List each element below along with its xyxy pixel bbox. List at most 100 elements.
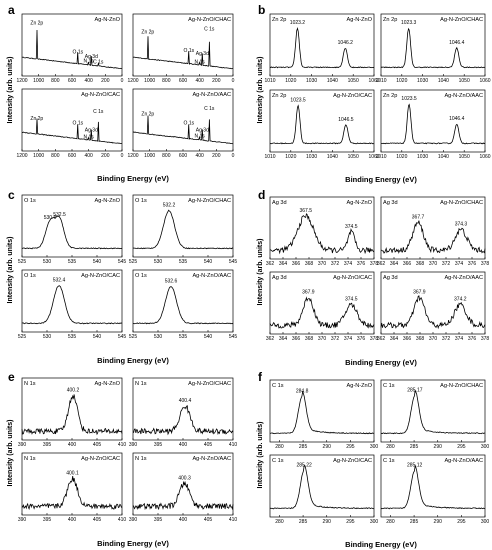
- subplot-ag-n-zno-chac: 390 395 400 405 410 N 1s Ag-N-ZnO/CHAC 400.4: [129, 377, 238, 448]
- sample-label: Ag-N-ZnO/CAC: [81, 456, 120, 462]
- subplot-ag-n-zno-cac: 1200 1000 800 600 400 200 0 Ag-N-ZnO/CAC Zn 2p O …: [16, 88, 124, 159]
- x-tick-label: 410: [118, 517, 127, 523]
- subplot-ag-n-zno: 390 395 400 405 410 N 1s Ag-N-ZnO 400.2: [18, 377, 127, 448]
- x-tick-label: 364: [390, 336, 399, 342]
- sample-label: Ag-N-ZnO/CHAC: [440, 383, 483, 389]
- x-tick-label: 535: [179, 259, 188, 265]
- x-axis-label: Binding Energy (eV): [345, 540, 417, 549]
- x-tick-label: 376: [357, 336, 366, 342]
- x-tick-label: 378: [370, 261, 379, 267]
- x-axis-label: Binding Energy (eV): [345, 358, 417, 367]
- element-label: O 1s: [24, 273, 36, 279]
- x-tick-label: 1020: [285, 154, 296, 160]
- x-tick-label: 295: [457, 519, 466, 525]
- x-tick-label: 400: [84, 153, 93, 159]
- element-label: Zn 2p: [272, 17, 286, 23]
- y-axis-label: Intensity (arb. units): [257, 57, 264, 124]
- panel-b: b Intensity (arb. units) Binding Energy (e…: [257, 3, 491, 184]
- spectrum-line: [21, 394, 123, 436]
- peak-value-label: 374.5: [345, 224, 358, 230]
- x-tick-label: 285: [299, 519, 308, 525]
- element-label: Ag 3d: [383, 200, 398, 206]
- x-tick-label: 800: [162, 153, 171, 159]
- spectrum-line: [269, 104, 375, 145]
- x-tick-label: 285: [299, 444, 308, 450]
- element-label: C 1s: [272, 383, 284, 389]
- spectrum-line: [380, 27, 486, 69]
- x-tick-label: 368: [416, 261, 425, 267]
- spectrum-line: [21, 285, 123, 325]
- x-tick-label: 395: [154, 517, 163, 523]
- x-tick-label: 280: [386, 444, 395, 450]
- sample-label: Ag-N-ZnO/CHAC: [188, 381, 231, 387]
- panel-e: e Intensity (arb. units) Binding Energy (e…: [7, 370, 237, 548]
- spectrum-line: [132, 286, 234, 325]
- sample-label: Ag-N-ZnO/AAC: [444, 458, 483, 464]
- sample-label: Ag-N-ZnO: [95, 198, 121, 204]
- x-tick-label: 1000: [144, 153, 155, 159]
- x-tick-label: 800: [51, 78, 60, 84]
- peak-value-label: 530.6: [44, 215, 57, 221]
- subplot-frame: [380, 379, 486, 443]
- sample-label: Ag-N-ZnO: [95, 381, 121, 387]
- x-tick-label: 368: [305, 261, 314, 267]
- y-axis-label: Intensity (arb. units): [257, 239, 264, 306]
- x-tick-label: 600: [179, 153, 188, 159]
- peak-label: Zn 2p: [30, 116, 43, 122]
- x-tick-label: 400: [68, 517, 77, 523]
- spectrum-line: [132, 115, 234, 145]
- x-tick-label: 1000: [144, 78, 155, 84]
- x-tick-label: 540: [93, 334, 102, 340]
- spectrum-line: [269, 26, 375, 69]
- peak-label: O 1s: [184, 121, 195, 127]
- x-tick-label: 390: [129, 517, 138, 523]
- subplot-ag-n-zno-cac: 362 364 366 368 370 372 374 376 378 Ag 3d Ag-N-ZnO…: [266, 271, 378, 342]
- panel-a: a Intensity (arb. units) Binding Energy (e…: [7, 3, 235, 183]
- peak-value-label: 367.5: [299, 208, 312, 214]
- x-tick-label: 290: [323, 444, 332, 450]
- element-label: Ag 3d: [272, 200, 287, 206]
- x-tick-label: 362: [377, 336, 386, 342]
- peak-label: O 1s: [73, 49, 84, 55]
- x-tick-label: 540: [204, 334, 213, 340]
- x-tick-label: 410: [229, 442, 238, 448]
- x-tick-label: 1000: [33, 153, 44, 159]
- subplot-ag-n-zno-aac: 280 285 290 295 300 C 1s Ag-N-ZnO/AAC 285.12: [380, 454, 489, 525]
- x-tick-label: 372: [331, 336, 340, 342]
- x-tick-label: 535: [68, 334, 77, 340]
- element-label: O 1s: [135, 198, 147, 204]
- subplot-ag-n-zno: 362 364 366 368 370 372 374 376 378 Ag 3d Ag-N-ZnO…: [266, 196, 379, 267]
- sample-label: Ag-N-ZnO/AAC: [192, 456, 231, 462]
- x-tick-label: 390: [18, 442, 27, 448]
- sample-label: Ag-N-ZnO/CAC: [333, 458, 372, 464]
- panel-label-d: d: [258, 188, 265, 202]
- x-tick-label: 295: [346, 444, 355, 450]
- x-tick-label: 530: [43, 334, 52, 340]
- panel-label-b: b: [258, 3, 265, 17]
- peak-value-label: 1023.3: [401, 20, 417, 26]
- panel-label-f: f: [258, 370, 263, 384]
- x-tick-label: 530: [154, 259, 163, 265]
- subplot-ag-n-zno-chac: 280 285 290 295 300 C 1s Ag-N-ZnO/CHAC 285.17: [380, 379, 489, 450]
- x-axis-label: Binding Energy (eV): [97, 539, 169, 548]
- x-tick-label: 362: [266, 261, 275, 267]
- x-tick-label: 0: [232, 78, 235, 84]
- peak-value-label: 285.17: [407, 388, 423, 394]
- peak-value-label: 1046.4: [449, 116, 465, 122]
- subplot-ag-n-zno-aac: 525 530 535 540 545 O 1s Ag-N-ZnO/AAC 532.6: [129, 269, 237, 340]
- sample-label: Ag-N-ZnO/AAC: [192, 273, 231, 279]
- peak-value-label: 374.3: [455, 222, 468, 228]
- peak-label: N 1s: [195, 59, 206, 65]
- element-label: C 1s: [383, 458, 395, 464]
- x-tick-label: 1030: [417, 154, 428, 160]
- peak-value-label: 400.4: [179, 398, 192, 404]
- subplot-frame: [380, 454, 486, 518]
- subplot-frame: [21, 269, 123, 333]
- x-tick-label: 0: [121, 78, 124, 84]
- x-tick-label: 300: [370, 444, 379, 450]
- spectrum-line: [269, 296, 375, 329]
- panel-f: f Intensity (arb. units) Binding Energy (e…: [257, 370, 489, 549]
- sample-label: Ag-N-ZnO: [347, 383, 373, 389]
- x-tick-label: 410: [118, 442, 127, 448]
